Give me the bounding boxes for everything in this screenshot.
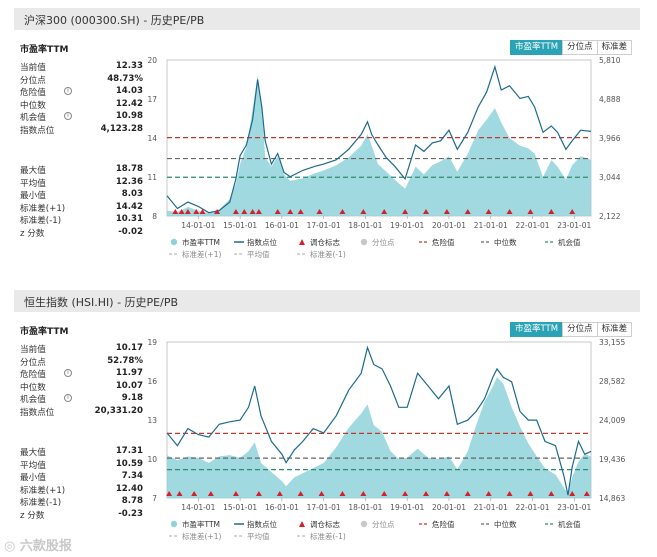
legend-label[interactable]: 中位数 [494, 519, 517, 529]
legend-label[interactable]: 标准差(-1) [310, 249, 346, 259]
y-left-tick-label: 20 [147, 56, 157, 65]
legend-label[interactable]: 标准差(-1) [310, 531, 346, 541]
legend-label[interactable]: 市盈率TTM [182, 519, 220, 529]
x-tick-label: 18-01-01 [348, 221, 382, 230]
x-tick-label: 19-01-01 [390, 503, 424, 512]
legend-label[interactable]: 指数点位 [247, 237, 277, 247]
y-right-tick-label: 19,436 [599, 455, 625, 464]
y-right-tick-label: 3,966 [599, 134, 621, 143]
legend-swatch [171, 521, 177, 527]
x-tick-label: 17-01-01 [307, 221, 341, 230]
x-tick-label: 22-01-01 [515, 221, 549, 230]
y-left-tick-label: 19 [147, 338, 157, 347]
rebalance-marker [172, 209, 178, 214]
legend-label[interactable]: 标准差(+1) [182, 531, 221, 541]
x-tick-label: 17-01-01 [307, 503, 341, 512]
y-right-tick-label: 4,888 [599, 95, 621, 104]
pe-chart: 7 10 13 16 19 14,863 19,436 24,009 28,582 33,155 1… [0, 282, 657, 552]
y-left-tick-label: 10 [147, 455, 157, 464]
x-tick-label: 20-01-01 [432, 503, 466, 512]
pe-area [167, 377, 591, 498]
x-tick-label: 19-01-01 [390, 221, 424, 230]
y-right-tick-label: 5,810 [599, 56, 621, 65]
x-tick-label: 16-01-01 [265, 503, 299, 512]
legend-swatch [361, 521, 367, 527]
legend-label[interactable]: 危险值 [432, 237, 455, 247]
legend-swatch [299, 521, 305, 527]
y-left-tick-label: 11 [147, 173, 157, 182]
pe-chart: 8 11 14 17 20 2,122 3,044 3,966 4,888 5,810 14-01-… [0, 0, 657, 270]
x-tick-label: 18-01-01 [348, 503, 382, 512]
y-left-tick-label: 14 [147, 134, 157, 143]
legend-label[interactable]: 标准差(+1) [182, 249, 221, 259]
x-tick-label: 14-01-01 [181, 503, 215, 512]
legend-label[interactable]: 中位数 [494, 237, 517, 247]
x-tick-label: 15-01-01 [223, 503, 257, 512]
legend-label[interactable]: 平均值 [247, 531, 270, 541]
y-left-tick-label: 8 [152, 212, 157, 221]
legend-label[interactable]: 调仓标志 [310, 519, 340, 529]
y-left-tick-label: 7 [152, 494, 157, 503]
x-tick-label: 20-01-01 [432, 221, 466, 230]
y-right-tick-label: 28,582 [599, 377, 625, 386]
y-right-tick-label: 24,009 [599, 416, 625, 425]
y-right-tick-label: 2,122 [599, 212, 621, 221]
y-right-tick-label: 14,863 [599, 494, 625, 503]
legend-label[interactable]: 机会值 [558, 519, 581, 529]
legend-label[interactable]: 指数点位 [247, 519, 277, 529]
y-right-tick-label: 33,155 [599, 338, 625, 347]
y-right-tick-label: 3,044 [599, 173, 621, 182]
legend-label[interactable]: 机会值 [558, 237, 581, 247]
legend-label[interactable]: 市盈率TTM [182, 237, 220, 247]
y-left-tick-label: 13 [147, 416, 157, 425]
x-tick-label: 16-01-01 [265, 221, 299, 230]
x-tick-label: 14-01-01 [181, 221, 215, 230]
y-left-tick-label: 17 [147, 95, 157, 104]
x-tick-label: 21-01-01 [474, 221, 508, 230]
legend-label[interactable]: 平均值 [247, 249, 270, 259]
legend-label[interactable]: 分位点 [372, 519, 395, 529]
legend-swatch [299, 239, 305, 245]
x-tick-label: 23-01-01 [557, 221, 591, 230]
legend-swatch [361, 239, 367, 245]
x-tick-label: 15-01-01 [223, 221, 257, 230]
watermark-logo: ◎ 六款股报 [4, 535, 72, 554]
y-left-tick-label: 16 [147, 377, 157, 386]
x-tick-label: 21-01-01 [474, 503, 508, 512]
legend-label[interactable]: 分位点 [372, 237, 395, 247]
legend-swatch [171, 239, 177, 245]
legend-label[interactable]: 调仓标志 [310, 237, 340, 247]
x-tick-label: 23-01-01 [557, 503, 591, 512]
x-tick-label: 22-01-01 [515, 503, 549, 512]
legend-label[interactable]: 危险值 [432, 519, 455, 529]
